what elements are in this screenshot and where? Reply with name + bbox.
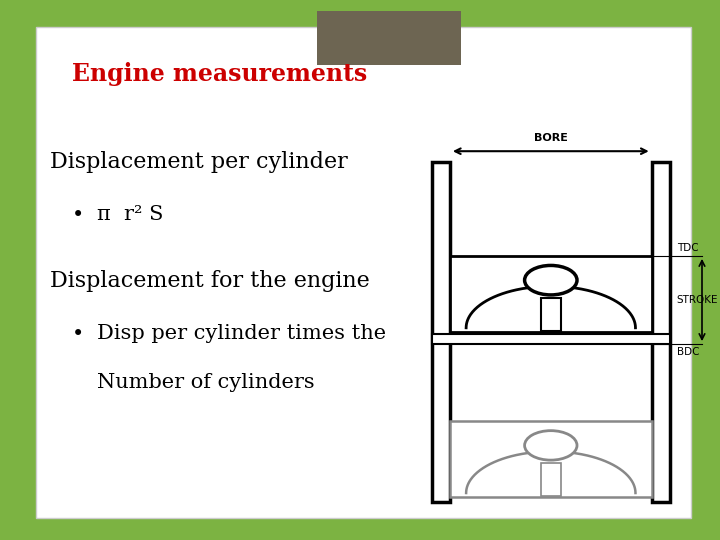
Text: Disp per cylinder times the: Disp per cylinder times the	[97, 324, 387, 343]
Text: •: •	[72, 324, 84, 344]
Bar	[450, 256, 652, 332]
Ellipse shape	[525, 431, 577, 460]
Text: BDC: BDC	[677, 347, 699, 357]
Bar	[432, 162, 450, 502]
Text: TDC: TDC	[677, 244, 698, 253]
Text: Engine measurements: Engine measurements	[72, 62, 367, 86]
Bar	[541, 463, 561, 496]
Text: π  r² S: π r² S	[97, 205, 163, 224]
Ellipse shape	[525, 266, 577, 295]
Text: Number of cylinders: Number of cylinders	[97, 373, 315, 392]
Bar	[432, 334, 670, 344]
Text: STROKE: STROKE	[677, 295, 719, 305]
Text: Displacement for the engine: Displacement for the engine	[50, 270, 370, 292]
Bar	[652, 162, 670, 502]
Text: Displacement per cylinder: Displacement per cylinder	[50, 151, 348, 173]
Text: •: •	[72, 205, 84, 225]
Bar	[450, 421, 652, 497]
Text: BORE: BORE	[534, 133, 568, 143]
Bar	[541, 298, 561, 330]
